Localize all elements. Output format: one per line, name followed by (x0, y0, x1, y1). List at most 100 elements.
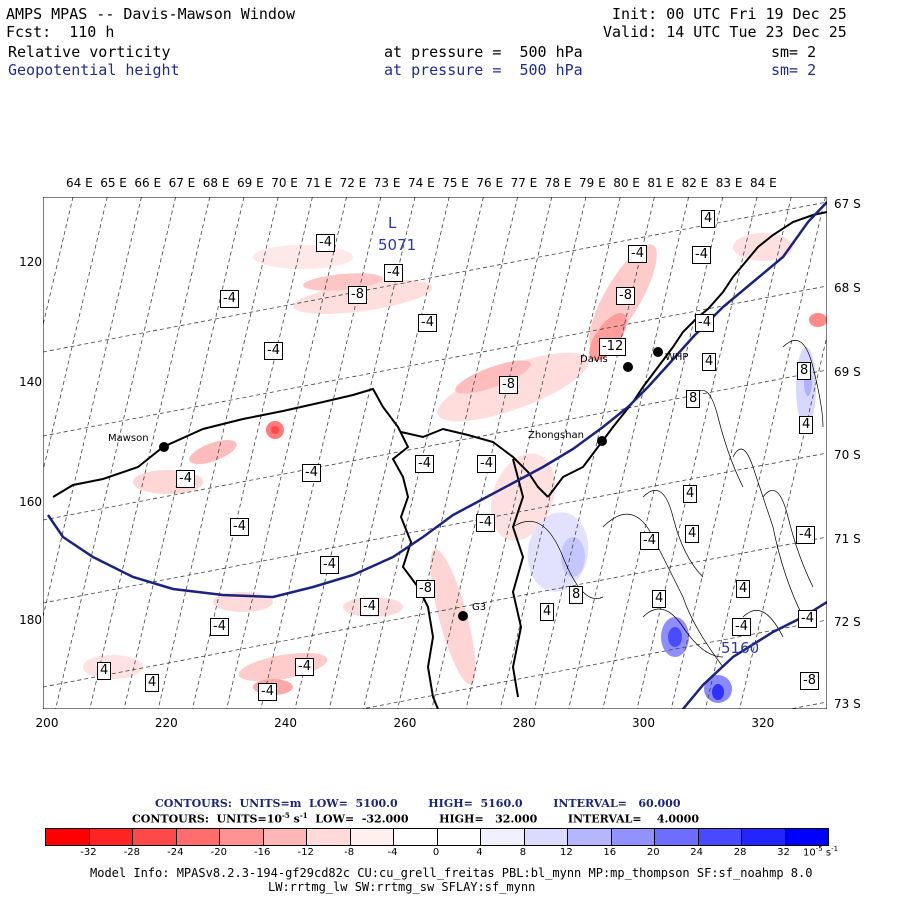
field1-smoothing: sm= 2 (771, 43, 817, 61)
y-axis-tick: 160 (19, 495, 42, 509)
colorbar-segment (133, 829, 177, 845)
contour-label: -4 (320, 556, 339, 574)
lon-label: 65 E (100, 176, 127, 190)
contour-label: -4 (640, 532, 659, 550)
low-value: 5071 (378, 236, 417, 254)
meridian-line (465, 197, 587, 709)
low-symbol: L (388, 214, 397, 232)
x-axis-tick: 300 (632, 716, 655, 730)
contour-label: -4 (798, 610, 817, 628)
contour-label: 4 (652, 590, 667, 608)
contour-label: -4 (258, 683, 277, 701)
vorticity-contours (512, 340, 824, 668)
x-axis-tick: 280 (512, 716, 536, 730)
colorbar-tick: -24 (167, 847, 184, 858)
legend-height-contours: CONTOURS: UNITS=m LOW= 5100.0 HIGH= 5160… (155, 797, 681, 810)
colorbar-unit-exp: -5 (815, 845, 823, 853)
colorbar-segment (481, 829, 525, 845)
colorbar-tick: -20 (210, 847, 227, 858)
field2-name: Geopotential height (8, 61, 180, 79)
height-contour-value: 5160 (721, 639, 760, 657)
contour-label: -4 (692, 246, 711, 264)
contour-label: -4 (384, 264, 403, 282)
x-axis-tick: 260 (393, 716, 417, 730)
contour-label: 8 (569, 586, 584, 604)
contour-label: 4 (540, 603, 555, 621)
contour-label: -4 (302, 464, 321, 482)
colorbar-unit-s: s (822, 847, 832, 859)
legend-line2-exp2: -1 (299, 811, 308, 820)
legend-line2-c: LOW= -32.000 HIGH= 32.000 INTERVAL= 4.00… (307, 812, 699, 826)
x-axis-tick: 240 (274, 716, 298, 730)
colorbar-tick: 0 (432, 847, 440, 858)
colorbar-segment (307, 829, 351, 845)
contour-label: 8 (686, 390, 701, 408)
forecast-hour: Fcst: 110 h (6, 23, 115, 41)
contour-label: -4 (796, 526, 815, 544)
contour-label: -8 (416, 580, 435, 598)
lon-label: 80 E (613, 176, 640, 190)
legend-line2-exp: -5 (282, 811, 290, 820)
lat-label: 70 S (834, 448, 861, 462)
parallel-line (43, 285, 827, 437)
contour-label: 4 (97, 662, 112, 680)
colorbar-segment (655, 829, 699, 845)
colorbar-segment (89, 829, 133, 845)
contour-label: -8 (616, 287, 635, 305)
colorbar-tick: -12 (297, 847, 314, 858)
colorbar-tick: -8 (344, 847, 355, 858)
colorbar-unit-base: 10 (803, 847, 816, 859)
colorbar-segment (263, 829, 307, 845)
contour-label: -8 (800, 672, 819, 690)
meridian-line (705, 197, 826, 709)
colorbar-unit: 10-5 s-1 (803, 845, 838, 858)
contour-label: -4 (415, 455, 434, 473)
colorbar (45, 828, 829, 846)
parallel-line (43, 536, 827, 688)
meridian-line (499, 197, 621, 709)
lat-label: 71 S (834, 532, 861, 546)
meridian-line (157, 197, 279, 709)
meridian-line (55, 197, 176, 709)
contour-label: -4 (176, 470, 195, 488)
contour-label: -4 (418, 314, 437, 332)
meridian-line (636, 197, 758, 709)
lon-label: 68 E (202, 176, 230, 190)
x-axis-tick: 320 (751, 716, 775, 730)
meridian-line (568, 197, 689, 709)
colorbar-tick: 24 (690, 847, 704, 858)
colorbar-segment (524, 829, 568, 845)
x-axis-tick: 220 (154, 716, 178, 730)
lon-label: 82 E (681, 176, 709, 190)
contour-label: -4 (316, 234, 335, 252)
lon-label: 71 E (305, 176, 333, 190)
colorbar-unit-exp2: -1 (831, 845, 839, 853)
colorbar-segment (785, 829, 828, 845)
lon-label: 78 E (544, 176, 572, 190)
legend-vorticity-contours: CONTOURS: UNITS=10-5 s-1 LOW= -32.000 HI… (132, 811, 699, 826)
meridian-line (328, 197, 450, 709)
lat-label: 67 S (834, 197, 861, 211)
lon-label: 76 E (476, 176, 504, 190)
contour-label: 4 (685, 525, 700, 543)
colorbar-tick: -16 (254, 847, 271, 858)
coastline (52, 211, 827, 709)
colorbar-segment (742, 829, 786, 845)
meridian-line (670, 197, 792, 709)
lon-label: 66 E (134, 176, 162, 190)
contour-label: -4 (476, 514, 495, 532)
station-davis: Davis (580, 354, 608, 365)
colorbar-segment (394, 829, 438, 845)
lon-label: 77 E (510, 176, 538, 190)
legend-line2-b: s (289, 812, 300, 826)
y-axis-tick: 140 (19, 375, 42, 389)
meridian-line (294, 197, 416, 709)
station-mawson: Mawson (108, 433, 149, 444)
colorbar-tick: -4 (387, 847, 398, 858)
contour-label: 8 (797, 362, 812, 380)
contour-label: 4 (683, 485, 698, 503)
y-axis-tick: 180 (19, 613, 42, 627)
colorbar-segment (220, 829, 264, 845)
contour-label: -8 (499, 376, 518, 394)
lon-label: 73 E (373, 176, 401, 190)
